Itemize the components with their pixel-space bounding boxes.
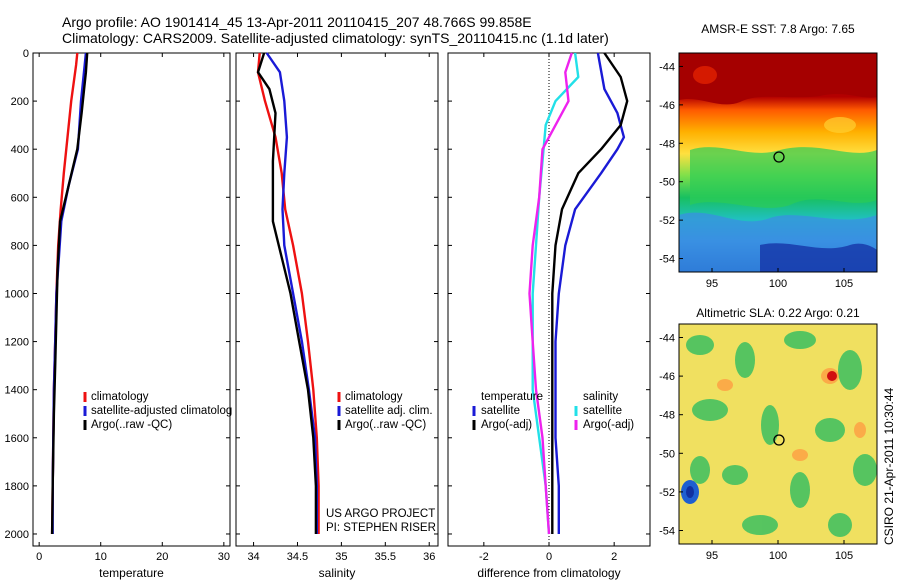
pi-annotation: US ARGO PROJECT xyxy=(326,508,435,520)
header-line-1: Argo profile: AO 1901414_45 13-Apr-2011 … xyxy=(62,14,532,30)
sal-xtick-label: 34 xyxy=(247,551,259,563)
diff-series-0-line xyxy=(554,52,626,534)
diff-series-3-line xyxy=(528,52,573,535)
sal-legend-label: climatology xyxy=(345,391,403,403)
sal-legend-label: satellite adj. clim. xyxy=(345,405,433,417)
sla-argo-position-marker xyxy=(773,434,785,446)
diff-xtick-label: -2 xyxy=(479,551,489,563)
sal-series-0-line xyxy=(256,52,320,534)
sst-map-title: AMSR-E SST: 7.8 Argo: 7.65 xyxy=(701,22,855,36)
diff-legend-label: satellite xyxy=(583,405,622,417)
diff-legend-title-salinity: salinity xyxy=(583,391,618,403)
temp-legend-label: Argo(..raw -QC) xyxy=(91,419,172,431)
sst-argo-position-marker xyxy=(773,151,785,163)
temp-xtick-label: 20 xyxy=(156,551,168,563)
sal-axes-frame xyxy=(235,52,439,547)
depth-ytick-label: 1600 xyxy=(5,433,29,445)
diff-series-2-line xyxy=(531,52,580,535)
sst-xtick-label: 100 xyxy=(769,278,787,290)
salinity-panel: 34 34.5 35 35.5 36 salinity climatology satelli… xyxy=(235,52,439,580)
temperature-panel: 0 10 20 30 0 200 400 600 800 1000 1200 1400 1600 1800… xyxy=(5,48,233,580)
depth-ytick-label: 400 xyxy=(11,144,29,156)
sst-xtick-label: 95 xyxy=(706,278,718,290)
header-line-2: Climatology: CARS2009. Satellite-adjuste… xyxy=(62,30,609,46)
depth-ytick-label: 0 xyxy=(23,48,29,60)
temp-xlabel: temperature xyxy=(99,566,164,580)
sst-ytick-label: -48 xyxy=(659,138,675,150)
sst-ytick-label: -46 xyxy=(659,100,675,112)
sal-series-1-line xyxy=(265,52,318,534)
temp-series-2-line xyxy=(50,52,89,535)
depth-ytick-label: 1000 xyxy=(5,288,29,300)
diff-legend-label: Argo(-adj) xyxy=(583,419,634,431)
temp-legend-label: climatology xyxy=(91,391,149,403)
sal-xtick-label: 35 xyxy=(335,551,347,563)
sla-xtick-label: 100 xyxy=(769,550,787,562)
sal-series-2-line xyxy=(256,52,318,534)
depth-ytick-label: 1800 xyxy=(5,481,29,493)
sla-ytick-label: -46 xyxy=(659,371,675,383)
diff-legend-label: satellite xyxy=(481,405,520,417)
sla-xtick-label: 95 xyxy=(706,550,718,562)
depth-ytick-label: 800 xyxy=(11,240,29,252)
sal-xtick-label: 36 xyxy=(423,551,435,563)
sst-map-panel: AMSR-E SST: 7.8 Argo: 7.65 95 100 105 -44 -4… xyxy=(659,22,878,290)
depth-ytick-label: 600 xyxy=(11,192,29,204)
temp-axes-frame xyxy=(32,52,231,547)
temp-xtick-label: 30 xyxy=(218,551,230,563)
temp-xtick-label: 0 xyxy=(36,551,42,563)
sst-xtick-label: 105 xyxy=(835,278,853,290)
depth-ytick-label: 200 xyxy=(11,96,29,108)
sst-heatmap xyxy=(679,53,877,272)
diff-legend-title-temperature: temperature xyxy=(481,391,543,403)
diff-xlabel: difference from climatology xyxy=(477,566,620,580)
pi-annotation: PI: STEPHEN RISER xyxy=(326,522,436,534)
sst-ytick-label: -54 xyxy=(659,254,675,266)
sla-map-title: Altimetric SLA: 0.22 Argo: 0.21 xyxy=(696,306,860,320)
depth-ytick-label: 1200 xyxy=(5,337,29,349)
depth-ytick-label: 1400 xyxy=(5,385,29,397)
sal-xtick-label: 35.5 xyxy=(375,551,396,563)
sst-ytick-label: -50 xyxy=(659,177,675,189)
sst-ytick-label: -44 xyxy=(659,61,675,73)
sal-xtick-label: 34.5 xyxy=(287,551,308,563)
diff-series-1-line xyxy=(551,52,629,534)
sla-xtick-label: 105 xyxy=(835,550,853,562)
sla-ytick-label: -54 xyxy=(659,525,675,537)
sst-ytick-label: -52 xyxy=(659,215,675,227)
temp-legend-label: satellite-adjusted climatolog xyxy=(91,405,232,417)
diff-legend-label: Argo(-adj) xyxy=(481,419,532,431)
sla-ytick-label: -52 xyxy=(659,487,675,499)
sla-ytick-label: -44 xyxy=(659,333,675,345)
sla-heatmap xyxy=(679,324,877,544)
timestamp-stamp: CSIRO 21-Apr-2011 10:30:44 xyxy=(882,387,896,545)
difference-panel: -2 0 2 difference from climatology temperatu… xyxy=(447,52,651,580)
sal-legend-label: Argo(..raw -QC) xyxy=(345,419,426,431)
sal-xlabel: salinity xyxy=(319,566,356,580)
temp-xtick-label: 10 xyxy=(95,551,107,563)
diff-xtick-label: 0 xyxy=(546,551,552,563)
diff-xtick-label: 2 xyxy=(611,551,617,563)
sla-ytick-label: -48 xyxy=(659,410,675,422)
sla-ytick-label: -50 xyxy=(659,448,675,460)
depth-ytick-label: 2000 xyxy=(5,529,29,541)
sla-map-panel: Altimetric SLA: 0.22 Argo: 0.21 xyxy=(659,306,878,562)
